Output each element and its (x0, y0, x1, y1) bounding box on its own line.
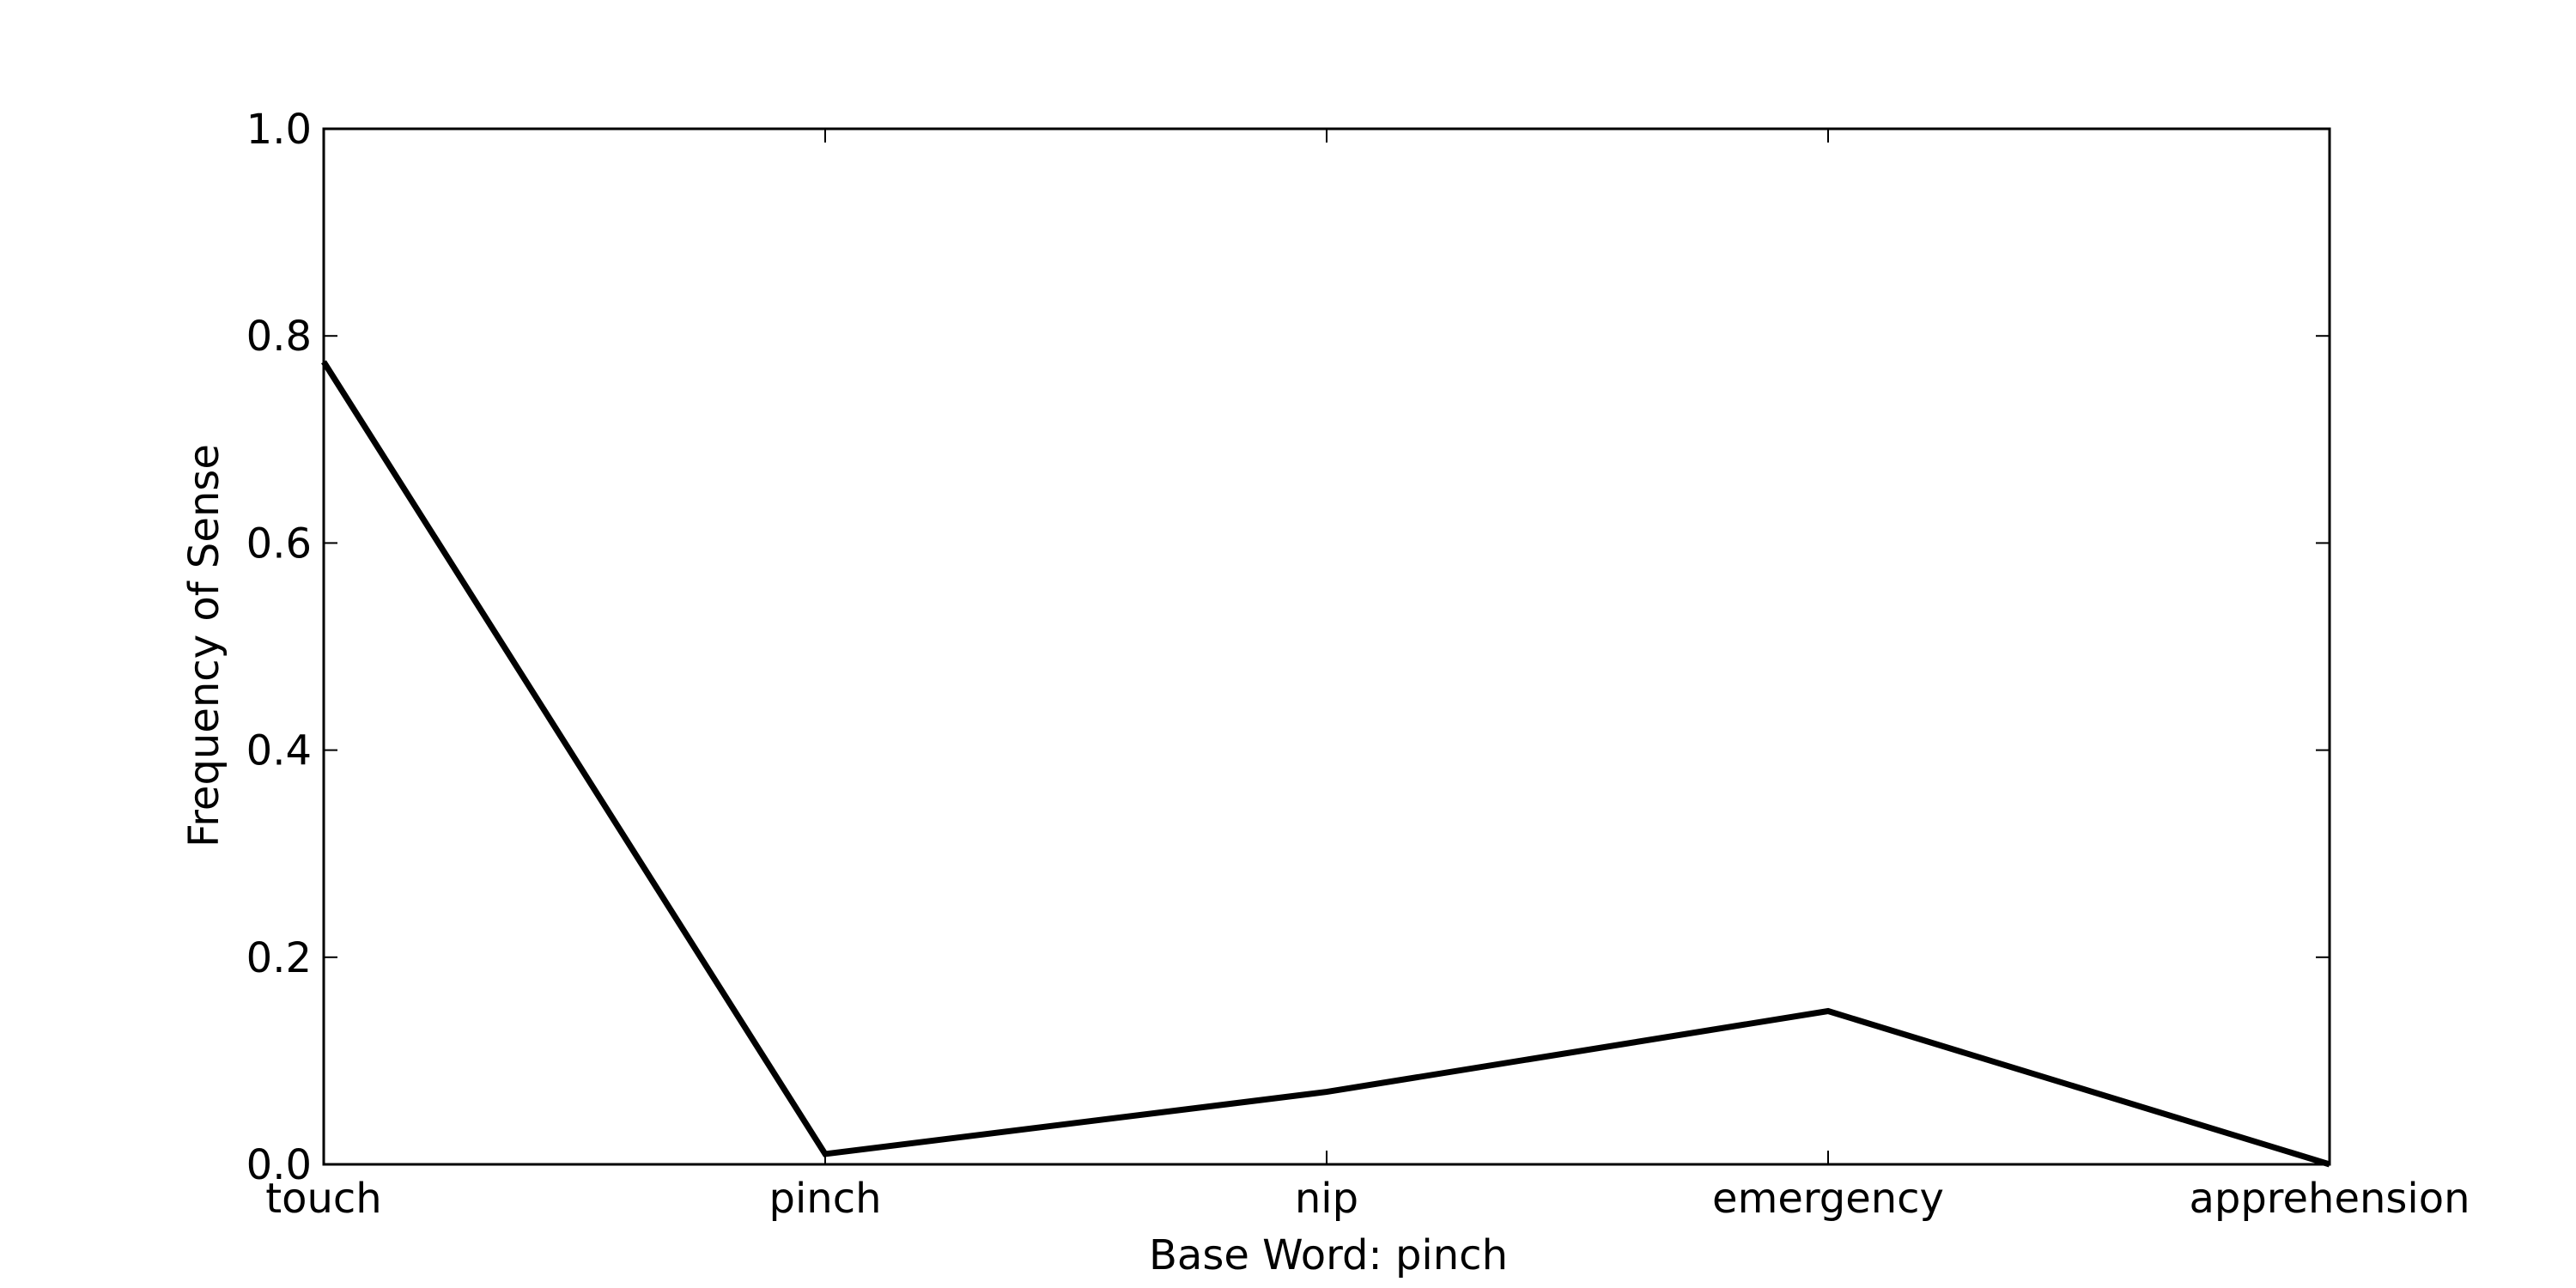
x-tick-label: emergency (1712, 1175, 1944, 1223)
x-tick-label: nip (1295, 1175, 1358, 1223)
y-tick-label: 0.6 (246, 519, 312, 568)
x-axis-ticks: touch pinch nip emergency apprehension (265, 129, 2470, 1223)
y-tick-label: 0.0 (246, 1141, 312, 1189)
y-tick-label: 1.0 (246, 106, 312, 154)
y-tick-label: 0.4 (246, 727, 312, 775)
plot-frame (322, 127, 2331, 1166)
series-layer (321, 360, 2331, 1168)
x-tick-label: touch (265, 1175, 381, 1223)
y-axis-label: Frequency of Sense (180, 444, 228, 848)
y-tick-label: 0.2 (246, 934, 312, 982)
y-axis-ticks: 0.0 0.2 0.4 0.6 0.8 1.0 (246, 106, 2330, 1189)
x-tick-label: pinch (769, 1175, 881, 1223)
y-tick-label: 0.8 (246, 313, 312, 361)
x-axis-label: Base Word: pinch (1149, 1231, 1508, 1279)
plot-area (322, 127, 2331, 1166)
x-tick-label: apprehension (2189, 1175, 2470, 1223)
series-line (321, 360, 2331, 1168)
